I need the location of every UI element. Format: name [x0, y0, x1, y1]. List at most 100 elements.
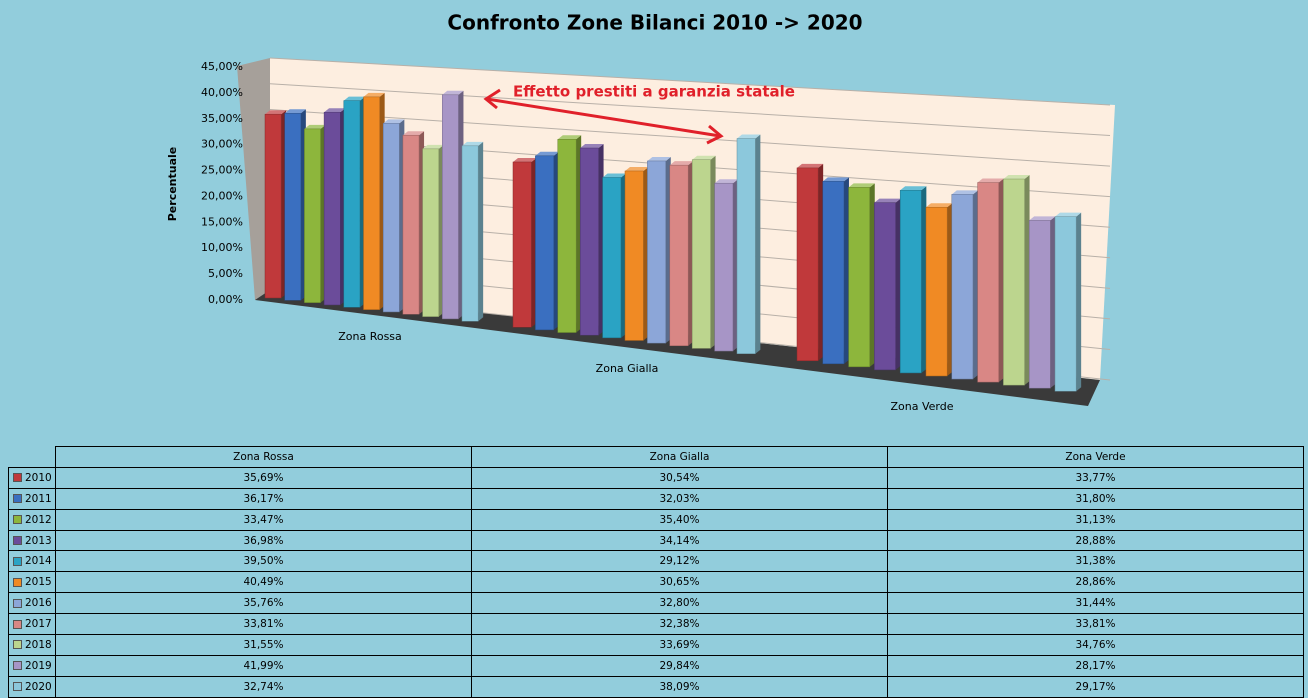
y-tick-label: 40,00% — [201, 86, 243, 99]
bar — [848, 187, 871, 368]
bar-side — [688, 161, 694, 346]
legend-swatch — [13, 619, 22, 629]
bar-side — [620, 173, 626, 338]
y-tick-label: 20,00% — [201, 189, 243, 202]
table-cell: 29,12% — [471, 550, 888, 573]
table-cell: 33,47% — [55, 508, 472, 531]
y-tick-label: 45,00% — [201, 60, 243, 73]
legend-label: 2020 — [25, 680, 52, 693]
table-cell: 31,38% — [887, 550, 1304, 573]
bars — [264, 90, 1082, 392]
bar — [977, 182, 1000, 383]
table-row: 2016 35,76% 32,80% 31,44% — [8, 592, 1304, 615]
bar — [951, 194, 974, 380]
table-header-row: Zona Rossa Zona Gialla Zona Verde — [8, 446, 1304, 468]
bar — [579, 147, 599, 336]
bar-side — [665, 156, 671, 344]
bar-top — [926, 203, 953, 208]
table-cell: 30,65% — [471, 571, 888, 594]
table-cell: 40,49% — [55, 571, 472, 594]
bar-top — [304, 124, 326, 129]
bar-side — [947, 203, 953, 376]
table-cell: 38,09% — [471, 675, 888, 698]
legend-entry: 2013 — [8, 529, 56, 552]
bar-top — [1003, 175, 1030, 180]
table-row: 2018 31,55% 33,69% 34,76% — [8, 634, 1304, 656]
bar — [512, 161, 532, 328]
bar-top — [625, 166, 649, 171]
bar-top — [602, 173, 626, 178]
table-cell: 32,74% — [55, 675, 472, 698]
table-cell: 30,54% — [471, 466, 888, 489]
legend-swatch — [13, 661, 22, 671]
bar — [1003, 178, 1025, 386]
bar — [822, 181, 845, 365]
bar — [323, 111, 341, 306]
legend-entry: 2011 — [8, 487, 56, 510]
legend-swatch — [13, 473, 22, 483]
legend-label: 2018 — [25, 638, 52, 651]
table-cell: 33,69% — [471, 634, 888, 656]
table-cell: 35,40% — [471, 508, 888, 531]
bar — [343, 100, 361, 308]
bar-top — [714, 179, 738, 184]
table-row: 2020 32,74% 38,09% 29,17% — [8, 675, 1304, 698]
legend-entry: 2019 — [8, 654, 56, 677]
legend-entry: 2016 — [8, 592, 56, 615]
table-cell: 31,13% — [887, 508, 1304, 531]
legend-swatch — [13, 556, 22, 566]
side-wall — [237, 58, 270, 300]
grid-line — [269, 109, 1111, 167]
bar-top — [535, 151, 559, 156]
table-cell: 28,17% — [887, 654, 1304, 677]
legend-swatch — [13, 682, 22, 692]
bar — [714, 182, 734, 352]
table-cell: 33,81% — [887, 613, 1304, 636]
table-row: 2010 35,69% 30,54% 33,77% — [8, 466, 1304, 489]
bar-side — [553, 151, 559, 330]
legend-label: 2012 — [25, 513, 52, 526]
y-tick-label: 5,00% — [208, 267, 243, 280]
bar-side — [710, 155, 716, 349]
bar — [1028, 220, 1051, 389]
legend-swatch — [13, 515, 22, 525]
legend-label: 2019 — [25, 659, 52, 672]
legend-entry: 2010 — [8, 466, 56, 489]
bar-side — [531, 157, 537, 328]
bar — [264, 113, 282, 299]
table-header: Zona Rossa — [55, 446, 472, 468]
bar — [647, 160, 667, 344]
legend-swatch — [13, 536, 22, 545]
bar-top — [462, 141, 484, 146]
bar — [304, 128, 321, 303]
legend-entry: 2017 — [8, 613, 56, 636]
table-cell: 33,81% — [55, 613, 472, 636]
bar — [602, 177, 622, 339]
y-tick-label: 35,00% — [201, 112, 243, 125]
bar — [874, 202, 896, 371]
bar-side — [1076, 212, 1082, 392]
table-row: 2019 41,99% 29,84% 28,17% — [8, 654, 1304, 677]
x-tick-label: Zona Verde — [891, 400, 954, 413]
table-row: 2013 36,98% 34,14% 28,88% — [8, 529, 1304, 552]
legend-entry: 2014 — [8, 550, 56, 573]
bar-top — [580, 144, 604, 149]
table-row: 2015 40,49% 30,65% 28,86% — [8, 571, 1304, 594]
table-cell: 31,44% — [887, 592, 1304, 615]
legend-label: 2014 — [25, 555, 52, 568]
legend-label: 2010 — [25, 471, 52, 484]
bar-top — [647, 156, 671, 161]
bar-top — [422, 144, 444, 149]
bar-top — [1055, 212, 1082, 217]
bar-side — [921, 186, 927, 373]
grid-line — [269, 83, 1111, 137]
bar-side — [818, 163, 824, 361]
table-row: 2012 33,47% 35,40% 31,13% — [8, 508, 1304, 531]
bar-side — [755, 134, 761, 354]
legend-swatch — [13, 640, 22, 650]
table-header: Zona Verde — [887, 446, 1304, 468]
bar-side — [1050, 216, 1056, 389]
table-row: 2017 33,81% 32,38% 33,81% — [8, 613, 1304, 636]
legend-entry: 2015 — [8, 571, 56, 594]
bar-top — [402, 131, 425, 136]
